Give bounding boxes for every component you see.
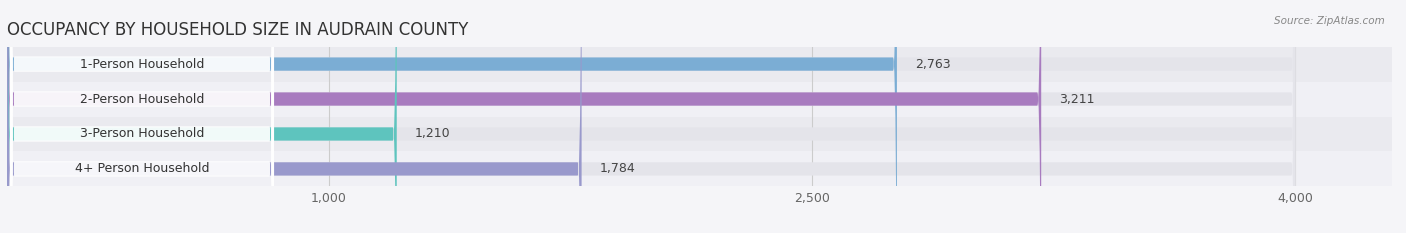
FancyBboxPatch shape <box>10 0 274 233</box>
FancyBboxPatch shape <box>7 0 582 233</box>
FancyBboxPatch shape <box>10 0 274 233</box>
Text: 2-Person Household: 2-Person Household <box>80 93 204 106</box>
FancyBboxPatch shape <box>10 0 274 233</box>
FancyBboxPatch shape <box>7 0 1295 233</box>
FancyBboxPatch shape <box>7 0 1042 233</box>
FancyBboxPatch shape <box>7 0 1295 233</box>
FancyBboxPatch shape <box>7 0 396 233</box>
FancyBboxPatch shape <box>7 82 1392 116</box>
Text: 3,211: 3,211 <box>1059 93 1094 106</box>
Text: 3-Person Household: 3-Person Household <box>80 127 204 140</box>
Text: Source: ZipAtlas.com: Source: ZipAtlas.com <box>1274 16 1385 26</box>
FancyBboxPatch shape <box>7 0 1295 233</box>
FancyBboxPatch shape <box>7 47 1392 82</box>
FancyBboxPatch shape <box>10 0 274 233</box>
FancyBboxPatch shape <box>7 0 897 233</box>
Text: 1,784: 1,784 <box>599 162 636 175</box>
Text: 1-Person Household: 1-Person Household <box>80 58 204 71</box>
Text: OCCUPANCY BY HOUSEHOLD SIZE IN AUDRAIN COUNTY: OCCUPANCY BY HOUSEHOLD SIZE IN AUDRAIN C… <box>7 21 468 39</box>
Text: 1,210: 1,210 <box>415 127 450 140</box>
FancyBboxPatch shape <box>7 0 1295 233</box>
Text: 2,763: 2,763 <box>915 58 950 71</box>
Text: 4+ Person Household: 4+ Person Household <box>75 162 209 175</box>
FancyBboxPatch shape <box>7 116 1392 151</box>
FancyBboxPatch shape <box>7 151 1392 186</box>
